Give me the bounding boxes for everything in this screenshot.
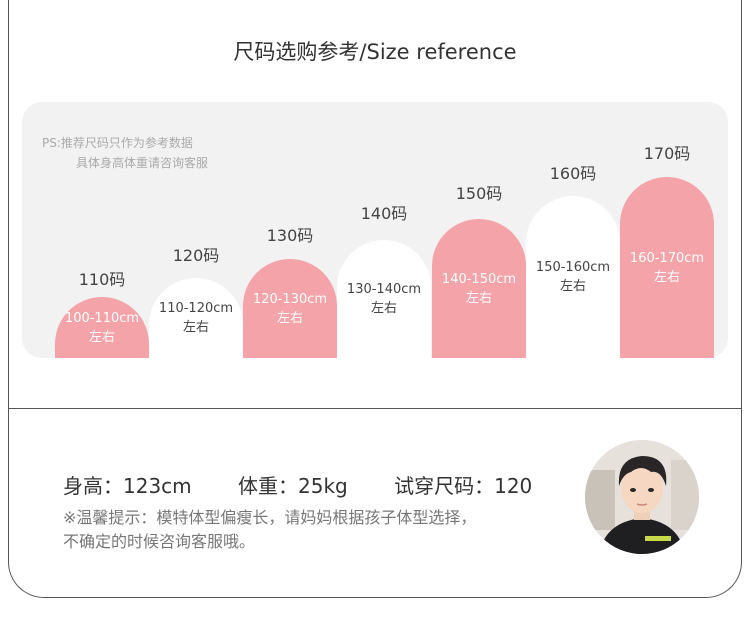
- model-size: 试穿尺码：120: [394, 474, 533, 498]
- model-info: 身高：123cm 体重：25kg 试穿尺码：120: [63, 470, 572, 499]
- size-range: 150-160cm: [535, 260, 611, 275]
- note-line-2: 具体身高体重请咨询客服: [76, 156, 209, 170]
- size-label-150: 150码: [455, 184, 503, 203]
- section-divider: [8, 408, 742, 409]
- model-avatar: [585, 440, 699, 554]
- model-weight: 体重：25kg: [238, 474, 348, 498]
- size-bar-170: 160-170cm 左右: [620, 177, 714, 358]
- size-label-140: 140码: [360, 204, 408, 223]
- size-range: 100-110cm: [64, 310, 140, 326]
- tip-line-1: ※温馨提示：模特体型偏瘦长，请妈妈根据孩子体型选择，: [63, 508, 477, 527]
- model-height: 身高：123cm: [63, 474, 192, 498]
- size-suffix: 左右: [182, 320, 209, 335]
- size-suffix: 左右: [276, 310, 303, 326]
- size-range: 120-130cm: [252, 291, 328, 307]
- size-label-170: 170码: [643, 144, 691, 163]
- size-suffix: 左右: [559, 279, 586, 294]
- size-bar-120: 110-120cm 左右: [149, 278, 243, 358]
- note-line-1: PS:推荐尺码只作为参考数据: [42, 136, 193, 150]
- size-range: 110-120cm: [158, 301, 234, 316]
- model-photo-icon: [585, 440, 699, 554]
- size-bar-160: 150-160cm 左右: [526, 196, 620, 358]
- size-bar-140: 130-140cm 左右: [337, 240, 431, 358]
- card-frame: [8, 0, 742, 598]
- size-range: 130-140cm: [346, 282, 422, 297]
- size-suffix: 左右: [88, 329, 115, 345]
- size-label-160: 160码: [549, 164, 597, 183]
- page-title: 尺码选购参考/Size reference: [233, 40, 517, 64]
- tip-line-2: 不确定的时候咨询客服哦。: [63, 532, 256, 551]
- size-suffix: 左右: [370, 301, 397, 316]
- size-range: 160-170cm: [629, 250, 705, 266]
- tip-text: ※温馨提示：模特体型偏瘦长，请妈妈根据孩子体型选择， 不确定的时候咨询客服哦。: [63, 506, 476, 554]
- size-suffix: 左右: [465, 290, 492, 306]
- size-label-120: 120码: [172, 246, 220, 265]
- size-bar-150: 140-150cm 左右: [432, 219, 526, 358]
- size-label-130: 130码: [266, 226, 314, 245]
- size-bar-130: 120-130cm 左右: [243, 259, 337, 358]
- size-label-110: 110码: [78, 270, 126, 289]
- size-suffix: 左右: [653, 269, 680, 285]
- size-range: 140-150cm: [441, 271, 517, 287]
